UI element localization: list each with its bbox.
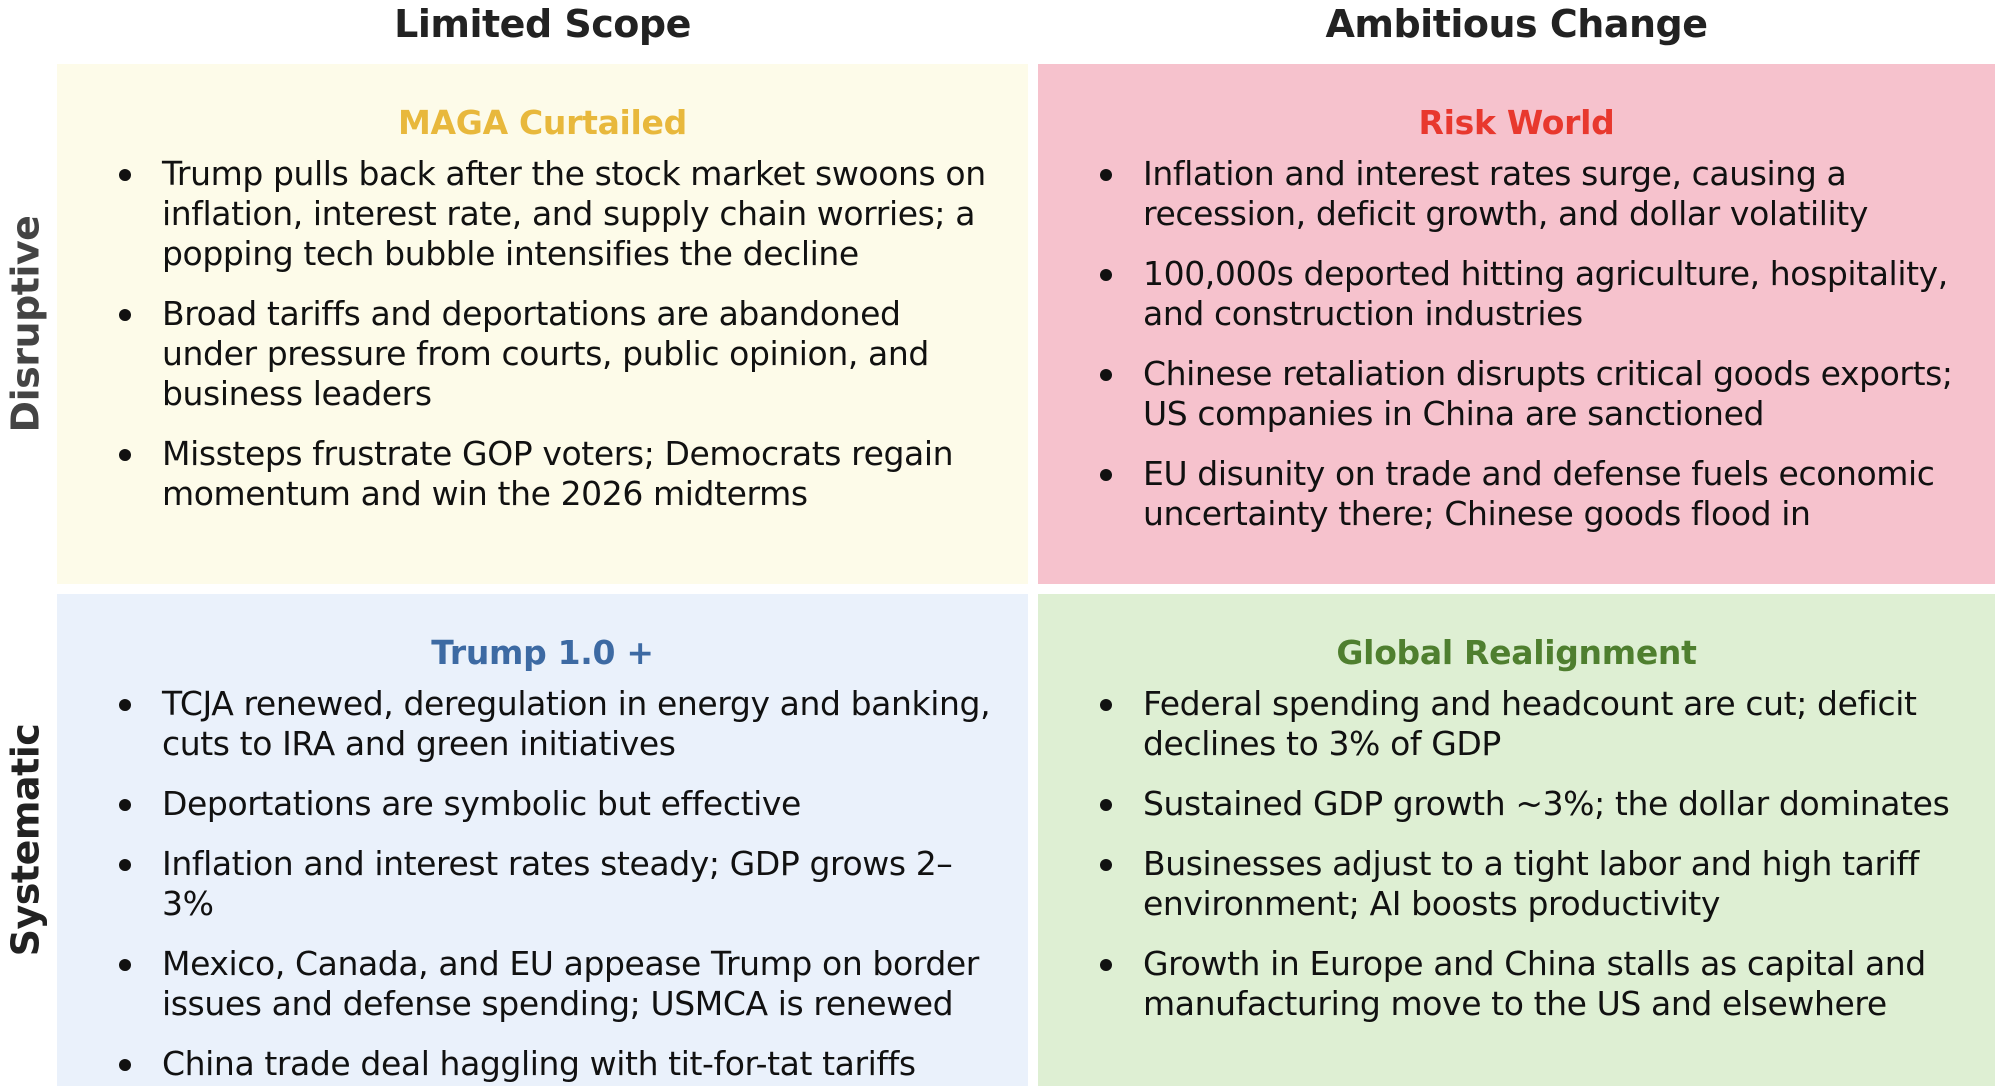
bullet-item: 100,000s deported hitting agriculture, h…: [1098, 254, 1967, 334]
bullet-item: China trade deal haggling with tit-for-t…: [117, 1044, 1000, 1084]
bullet-item: Trump pulls back after the stock market …: [117, 154, 1000, 274]
bullet-item: Sustained GDP growth ~3%; the dollar dom…: [1098, 784, 1967, 824]
bullet-item: Inflation and interest rates surge, caus…: [1098, 154, 1967, 234]
quadrant-title: Trump 1.0 +: [431, 633, 654, 672]
column-header-limited-scope: Limited Scope: [394, 2, 691, 46]
bullet-item: EU disunity on trade and defense fuels e…: [1098, 454, 1967, 534]
bullet-list: Inflation and interest rates surge, caus…: [1098, 154, 1967, 534]
bullet-item: Businesses adjust to a tight labor and h…: [1098, 844, 1967, 924]
quadrant-trump-1-plus: Trump 1.0 + TCJA renewed, deregulation i…: [57, 594, 1028, 1086]
row-header-disruptive-label: Disruptive: [3, 215, 48, 433]
quadrant-maga-curtailed: MAGA Curtailed Trump pulls back after th…: [57, 64, 1028, 584]
bullet-item: Federal spending and headcount are cut; …: [1098, 684, 1967, 764]
column-header-ambitious-change: Ambitious Change: [1325, 2, 1708, 46]
quadrant-global-realignment: Global Realignment Federal spending and …: [1038, 594, 1995, 1086]
bullet-item: Chinese retaliation disrupts critical go…: [1098, 354, 1967, 434]
bullet-item: Growth in Europe and China stalls as cap…: [1098, 944, 1967, 1024]
bullet-list: Trump pulls back after the stock market …: [117, 154, 1000, 514]
bullet-item: Inflation and interest rates steady; GDP…: [117, 844, 1000, 924]
row-header-systematic: Systematic: [0, 594, 50, 1086]
bullet-item: Mexico, Canada, and EU appease Trump on …: [117, 944, 1000, 1024]
bullet-item: Broad tariffs and deportations are aband…: [117, 294, 1000, 414]
quadrant-title: Risk World: [1418, 103, 1615, 142]
bullet-list: TCJA renewed, deregulation in energy and…: [117, 684, 1000, 1084]
quadrant-risk-world: Risk World Inflation and interest rates …: [1038, 64, 1995, 584]
bullet-list: Federal spending and headcount are cut; …: [1098, 684, 1967, 1024]
row-header-systematic-label: Systematic: [3, 723, 47, 957]
quadrant-title: Global Realignment: [1336, 633, 1697, 672]
quadrant-title: MAGA Curtailed: [398, 103, 687, 142]
bullet-item: TCJA renewed, deregulation in energy and…: [117, 684, 1000, 764]
bullet-item: Deportations are symbolic but effective: [117, 784, 1000, 824]
bullet-item: Missteps frustrate GOP voters; Democrats…: [117, 434, 1000, 514]
row-header-disruptive: Disruptive: [0, 64, 50, 584]
